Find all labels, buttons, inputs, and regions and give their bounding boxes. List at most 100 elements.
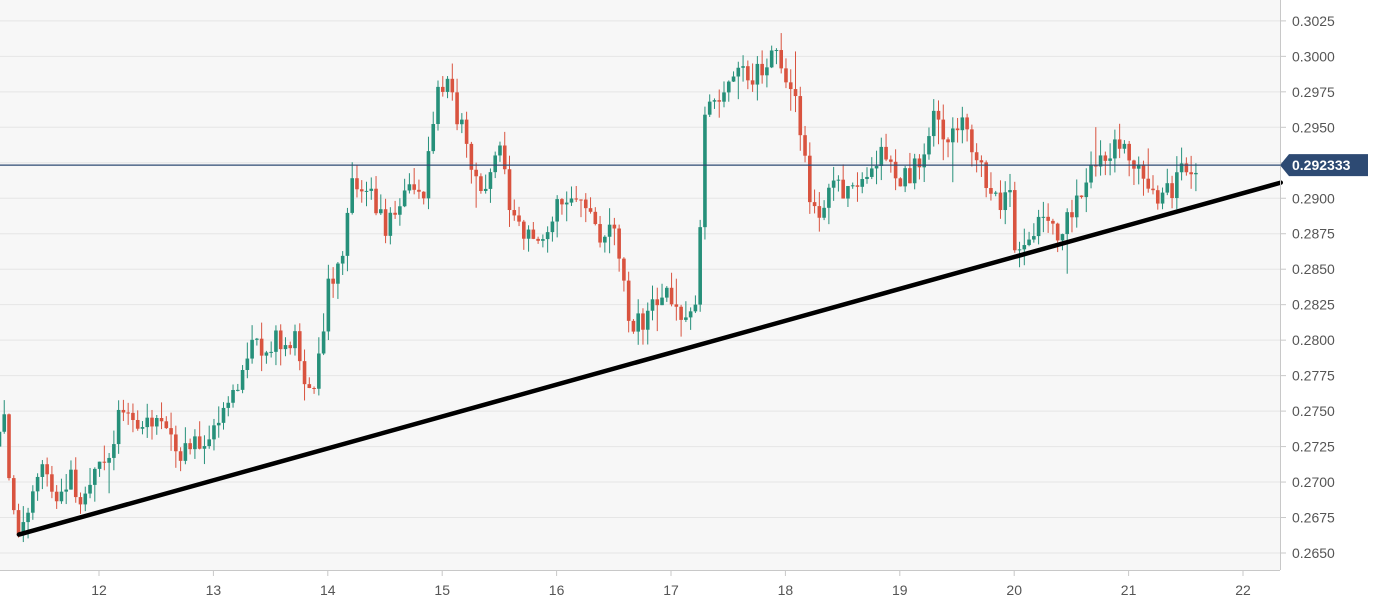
candle-down <box>893 149 898 191</box>
x-tick-label: 22 <box>1235 582 1251 598</box>
candle-body <box>1117 139 1122 149</box>
candle-down <box>45 457 49 487</box>
plot-area <box>0 0 1280 570</box>
candle-body <box>993 192 998 194</box>
candle-body <box>979 160 984 163</box>
candle-up <box>202 435 207 465</box>
candle-body <box>665 287 669 298</box>
candle-up <box>726 80 731 102</box>
candle-down <box>955 117 960 143</box>
candle-body <box>374 188 378 214</box>
candle-down <box>1155 185 1160 210</box>
candle-up <box>869 157 874 180</box>
trendline[interactable] <box>16 180 1284 537</box>
candle-body <box>7 414 11 479</box>
candle-body <box>331 278 335 284</box>
x-tick-label: 14 <box>320 582 336 598</box>
candle-body <box>912 158 917 184</box>
candle-up <box>846 185 850 207</box>
candle-up <box>336 261 340 299</box>
candle-body <box>355 178 359 190</box>
candle-body <box>1136 164 1141 169</box>
candle-body <box>526 229 531 239</box>
candle-down <box>421 191 426 205</box>
candle-up <box>236 383 240 392</box>
candle-body <box>998 192 1003 211</box>
candle-up <box>97 461 102 477</box>
candle-down <box>374 176 378 216</box>
candle-up <box>555 195 559 238</box>
candle-body <box>178 451 183 461</box>
candle-body <box>598 224 602 243</box>
candle-body <box>588 208 593 212</box>
candle-down <box>1117 123 1122 159</box>
candle-down <box>779 33 784 74</box>
candle-up <box>665 286 669 302</box>
candle-up <box>1022 228 1027 266</box>
candle-up <box>541 234 545 248</box>
candle-body <box>116 409 121 445</box>
y-tick-label: 0.2850 <box>1292 261 1335 277</box>
candle-body <box>722 92 726 102</box>
candle-body <box>97 461 102 469</box>
candle-body <box>707 101 712 115</box>
candle-up <box>755 56 760 101</box>
candle-body <box>240 370 245 390</box>
candle-down <box>622 257 626 292</box>
candle-body <box>970 129 974 153</box>
candle-body <box>26 512 30 523</box>
candle-body <box>908 168 912 184</box>
candle-body <box>922 154 927 168</box>
candle-up <box>822 200 826 221</box>
candle-up <box>212 418 216 451</box>
candle-up <box>865 167 869 184</box>
candle-body <box>345 212 350 256</box>
candle-body <box>474 169 478 177</box>
candle-body <box>779 50 784 69</box>
candle-up <box>707 94 712 118</box>
candle-body <box>741 66 745 68</box>
candle-body <box>307 384 312 389</box>
candle-body <box>946 139 950 143</box>
candle-body <box>245 358 250 371</box>
candle-body <box>121 409 126 413</box>
candle-up <box>398 198 402 226</box>
candle-down <box>669 272 674 307</box>
candle-down <box>841 164 845 199</box>
candle-down <box>393 200 397 219</box>
candle-up <box>922 143 927 183</box>
candle-body <box>831 180 836 188</box>
candle-up <box>264 350 269 364</box>
candle-up <box>698 219 702 312</box>
candle-body <box>846 186 850 199</box>
candle-body <box>889 159 893 162</box>
candle-body <box>450 78 455 93</box>
candle-body <box>1060 234 1065 241</box>
candle-down <box>784 58 788 89</box>
candle-body <box>460 119 464 125</box>
current-price-label: 0.292333 <box>1292 157 1351 173</box>
candle-body <box>1022 245 1027 250</box>
candle-up <box>836 175 841 192</box>
candle-down <box>798 86 803 151</box>
candle-up <box>1160 187 1165 210</box>
candle-body <box>865 176 869 180</box>
candle-down <box>579 199 583 218</box>
candle-body <box>655 299 660 306</box>
candle-body <box>140 427 145 429</box>
candle-body <box>1089 164 1093 183</box>
candle-down <box>7 413 11 481</box>
candle-up <box>660 283 664 306</box>
candle-up <box>1194 163 1198 192</box>
candle-body <box>522 221 526 239</box>
candle-down <box>583 193 588 223</box>
candle-body <box>107 457 111 463</box>
candle-body <box>297 331 302 362</box>
candle-body <box>941 119 946 140</box>
candle-body <box>11 478 16 511</box>
candle-body <box>560 199 564 205</box>
candle-body <box>197 436 202 449</box>
candle-up <box>379 194 383 215</box>
candle-body <box>1046 216 1050 221</box>
